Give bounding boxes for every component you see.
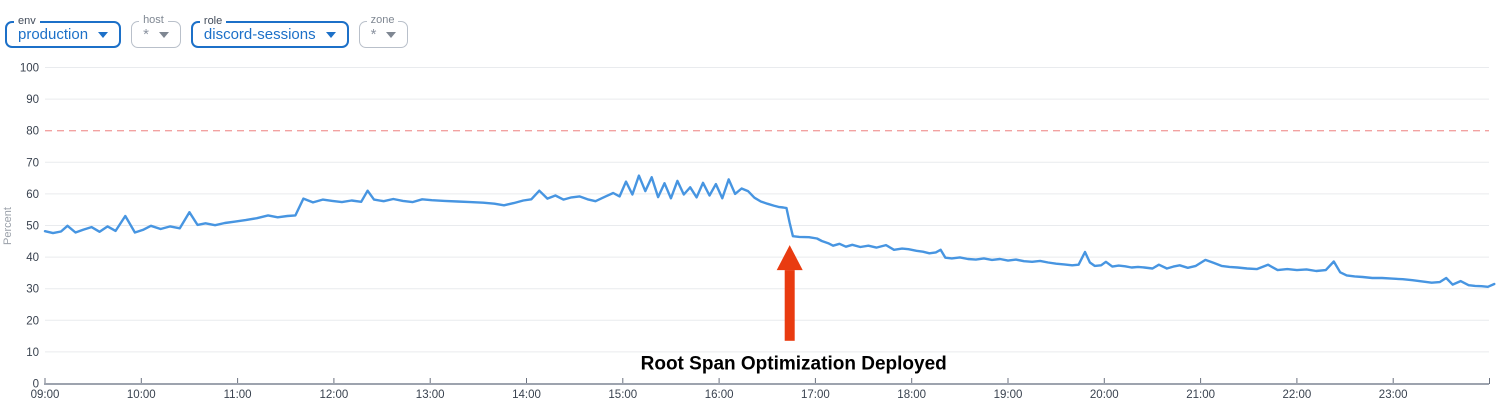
y-tick-label: 100 — [20, 63, 39, 75]
x-tick-label: 11:00 — [224, 389, 252, 401]
y-tick-label: 40 — [26, 252, 39, 264]
chevron-down-icon — [158, 31, 169, 38]
y-tick-label: 30 — [26, 284, 39, 296]
template-variable-bar: env production host * role discord-sessi… — [5, 14, 409, 48]
arrow-shaft — [784, 270, 795, 341]
filter-zone-label: zone — [366, 14, 399, 26]
x-axis-labels: 09:00 10:00 11:00 12:00 13:00 14:00 15:00 16:00… — [31, 389, 1408, 401]
filter-role-value: discord-sessions — [203, 26, 316, 43]
x-tick-label: 12:00 — [320, 389, 349, 401]
x-tick-label: 19:00 — [994, 389, 1023, 401]
arrow-up-icon — [776, 245, 803, 271]
x-tick-label: 16:00 — [705, 389, 734, 401]
filter-env-label: env — [14, 15, 40, 27]
y-axis-labels: 0 10 20 30 40 50 60 70 80 90 100 — [20, 63, 39, 391]
chevron-down-icon — [98, 31, 109, 38]
filter-zone-value: * — [370, 26, 377, 43]
cpu-series-line — [43, 174, 1496, 288]
x-tick-label: 20:00 — [1090, 389, 1119, 401]
y-tick-label: 10 — [26, 347, 39, 359]
chevron-down-icon — [325, 31, 336, 38]
filter-role-dropdown[interactable]: role discord-sessions — [190, 15, 349, 48]
chevron-down-icon — [386, 31, 397, 38]
x-tick-label: 17:00 — [801, 389, 830, 401]
y-tick-label: 60 — [26, 189, 39, 201]
filter-host-label: host — [139, 14, 168, 26]
x-tick-label: 21:00 — [1186, 389, 1215, 401]
x-tick-label: 10:00 — [127, 389, 156, 401]
filter-env-dropdown[interactable]: env production — [5, 15, 122, 48]
x-tick-label: 23:00 — [1379, 389, 1408, 401]
x-tick-label: 13:00 — [416, 389, 445, 401]
x-tick-label: 14:00 — [512, 389, 541, 401]
filter-env-value: production — [18, 26, 89, 43]
y-tick-label: 80 — [26, 126, 39, 138]
filter-role-label: role — [199, 15, 227, 27]
filter-zone-dropdown[interactable]: zone * — [358, 14, 409, 48]
gridlines — [45, 67, 1489, 353]
y-axis-title: Percent — [2, 207, 14, 245]
deploy-annotation: Root Span Optimization Deployed — [641, 245, 947, 374]
x-tick-label: 18:00 — [897, 389, 926, 401]
y-tick-label: 90 — [26, 94, 39, 106]
annotation-label: Root Span Optimization Deployed — [641, 353, 947, 374]
filter-host-value: * — [143, 26, 149, 43]
x-tick-label: 09:00 — [31, 389, 60, 401]
y-tick-label: 0 — [33, 379, 39, 391]
y-tick-label: 70 — [26, 157, 39, 169]
filter-host-dropdown[interactable]: host * — [131, 14, 181, 48]
y-tick-label: 50 — [26, 221, 39, 233]
x-tick-label: 22:00 — [1283, 389, 1312, 401]
x-tick-label: 15:00 — [608, 389, 637, 401]
y-tick-label: 20 — [26, 315, 39, 327]
